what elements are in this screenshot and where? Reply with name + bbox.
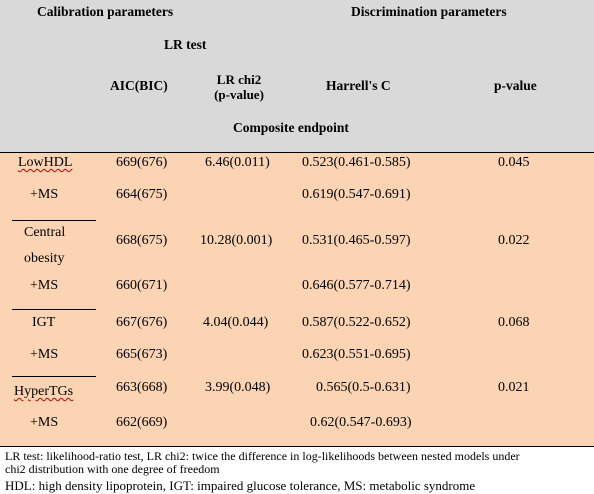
cell-aic: 668(675) — [116, 233, 168, 248]
column-header-lr-chi2: LR chi2 (p-value) — [207, 72, 271, 102]
cell-aic: 669(676) — [116, 155, 168, 170]
cell-aic: 667(676) — [116, 315, 168, 330]
row-label-hypertgs: HyperTGs — [14, 384, 74, 399]
cell-harrell-c: 0.623(0.551-0.695) — [302, 347, 411, 362]
cell-aic: 662(669) — [116, 415, 168, 430]
cell-p-value: 0.068 — [498, 315, 530, 330]
cell-lr-chi2: 4.04(0.044) — [203, 315, 269, 330]
row-label-obesity: obesity — [24, 251, 65, 266]
row-label-ms: +MS — [30, 415, 59, 430]
cell-lr-chi2: 10.28(0.001) — [200, 233, 273, 248]
cell-harrell-c: 0.619(0.547-0.691) — [302, 187, 411, 202]
group-divider-1 — [12, 220, 96, 221]
group-divider-2 — [12, 309, 96, 310]
cell-p-value: 0.021 — [498, 380, 530, 395]
column-header-harrell: Harrell's C — [326, 78, 391, 93]
cell-p-value: 0.022 — [498, 233, 530, 248]
footnote-abbreviations: HDL: high density lipoprotein, IGT: impa… — [5, 478, 476, 493]
row-label-ms: +MS — [30, 347, 59, 362]
group-divider-3 — [12, 376, 96, 377]
table-body-background — [0, 153, 594, 447]
row-label-ms: +MS — [30, 278, 59, 293]
cell-harrell-c: 0.587(0.522-0.652) — [302, 315, 411, 330]
row-label-ms: +MS — [30, 187, 59, 202]
row-label-lowhdl: LowHDL — [18, 155, 73, 170]
cell-aic: 660(671) — [116, 278, 168, 293]
header-discrimination: Discrimination parameters — [351, 4, 507, 19]
row-label-igt: IGT — [32, 315, 56, 330]
cell-harrell-c: 0.523(0.461-0.585) — [302, 155, 411, 170]
cell-aic: 663(668) — [116, 380, 168, 395]
cell-aic: 664(675) — [116, 187, 168, 202]
row-label-central: Central — [24, 225, 66, 240]
header-lr-test: LR test — [164, 37, 207, 52]
table-header-background — [0, 0, 594, 153]
cell-p-value: 0.045 — [498, 155, 530, 170]
column-header-lr-line1: LR chi2 — [216, 72, 262, 87]
cell-harrell-c: 0.646(0.577-0.714) — [302, 278, 411, 293]
cell-harrell-c: 0.62(0.547-0.693) — [310, 415, 412, 430]
cell-harrell-c: 0.565(0.5-0.631) — [316, 380, 411, 395]
footnote-lr-test-cont: chi2 distribution with one degree of fre… — [5, 462, 220, 476]
cell-lr-chi2: 3.99(0.048) — [205, 380, 271, 395]
cell-lr-chi2: 6.46(0.011) — [205, 155, 270, 170]
column-header-lr-line2: (p-value) — [214, 87, 264, 102]
footnote-lr-test: LR test: likelihood-ratio test, LR chi2:… — [5, 449, 520, 463]
cell-harrell-c: 0.531(0.465-0.597) — [302, 233, 411, 248]
header-bottom-rule — [0, 152, 594, 153]
column-header-p-value: p-value — [494, 78, 537, 93]
header-composite-endpoint: Composite endpoint — [233, 120, 349, 135]
header-calibration: Calibration parameters — [37, 4, 174, 19]
table-bottom-rule — [0, 446, 594, 447]
cell-aic: 665(673) — [116, 347, 168, 362]
column-header-aic: AIC(BIC) — [110, 78, 168, 93]
